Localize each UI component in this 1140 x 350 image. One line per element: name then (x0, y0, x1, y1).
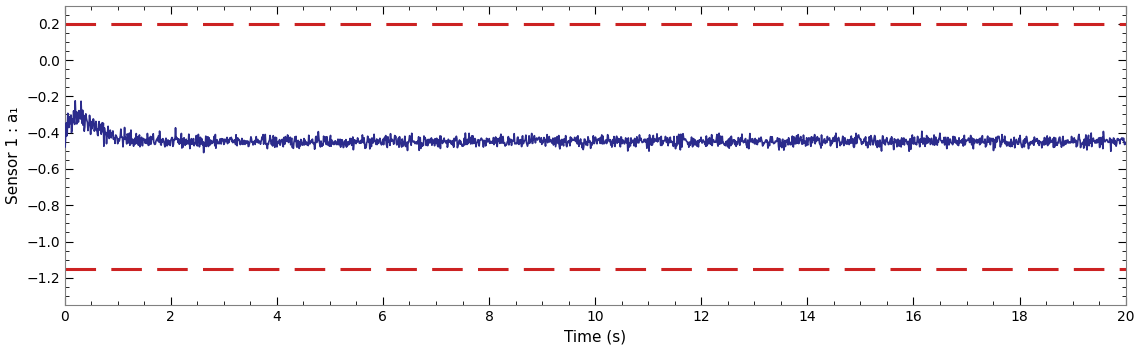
X-axis label: Time (s): Time (s) (564, 329, 626, 344)
Y-axis label: Sensor 1 : a₁: Sensor 1 : a₁ (6, 106, 21, 204)
